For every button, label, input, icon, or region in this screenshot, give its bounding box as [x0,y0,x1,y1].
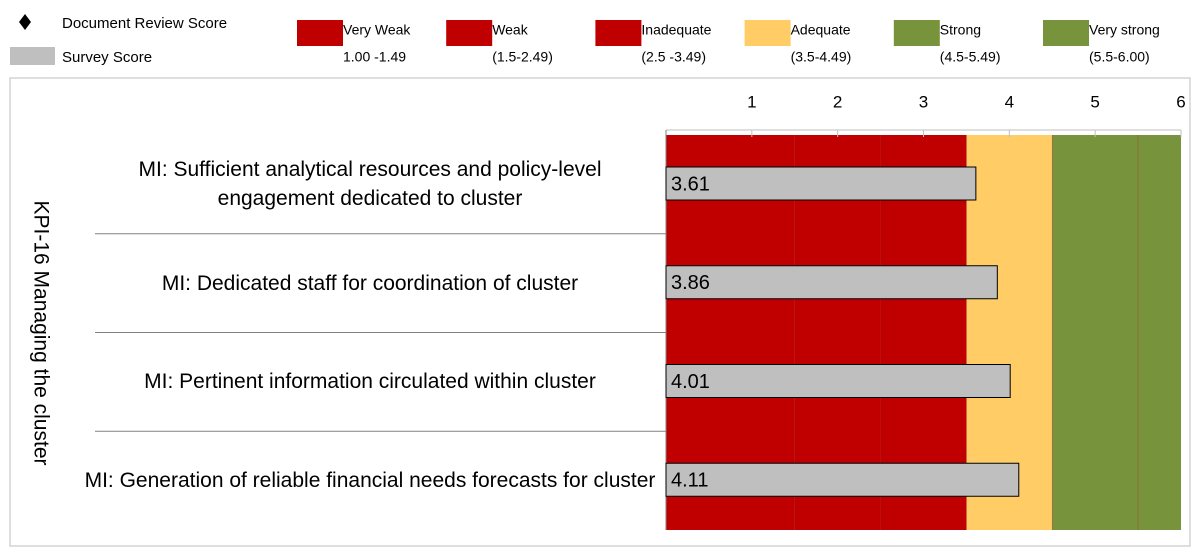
legend-band-name: Very Weak [343,22,411,38]
bar [665,462,1020,497]
legend-band-swatch [446,20,493,46]
value-label: 4.01 [671,371,710,393]
legend-label: Document Review Score [62,15,227,32]
legend-band-swatch [595,20,642,46]
x-tick-label: 3 [919,92,928,111]
x-tick-label: 1 [747,92,756,111]
legend-band-range: (1.5-2.49) [492,49,553,65]
x-tick-label: 2 [833,92,842,111]
legend-band-name: Strong [940,22,981,38]
group-label: KPI-16 Managing the cluster [29,201,52,466]
legend-band-name: Adequate [791,22,851,38]
category-label: MI: Pertinent information circulated wit… [144,370,596,394]
legend-band-swatch [893,20,940,46]
legend-band-name: Very strong [1089,22,1160,38]
value-label: 3.86 [671,272,710,294]
category-label: MI: Dedicated staff for coordination of … [161,271,579,295]
legend-band-swatch [1043,20,1089,46]
legend-band-range: (5.5-6.00) [1089,49,1150,65]
legend-band-swatch [744,20,791,46]
legend-diamond [19,14,31,30]
legend-band-range: (2.5 -3.49) [641,49,706,65]
x-tick-label: 5 [1090,92,1099,111]
category-label: MI: Generation of reliable financial nee… [84,469,656,493]
legend-label: Survey Score [62,49,152,66]
bar [665,166,977,201]
x-tick-label: 6 [1176,92,1185,111]
legend-band-range: (4.5-5.49) [940,49,1001,65]
bar [665,364,1011,398]
legend-band-name: Inadequate [641,22,711,38]
legend-band-range: (3.5-4.49) [791,49,852,65]
value-label: 3.61 [671,173,710,195]
legend-band-swatch [297,20,343,46]
band [1052,135,1139,530]
chart-frame [9,77,1191,547]
legend-swatch [10,47,55,65]
legend-band-range: 1.00 -1.49 [343,49,406,65]
category-label: MI: Sufficient analytical resources and … [138,158,602,211]
bar [665,265,998,300]
x-tick-label: 4 [1005,92,1014,111]
band [1138,135,1181,530]
value-label: 4.11 [671,470,708,492]
legend-band-name: Weak [492,22,529,38]
